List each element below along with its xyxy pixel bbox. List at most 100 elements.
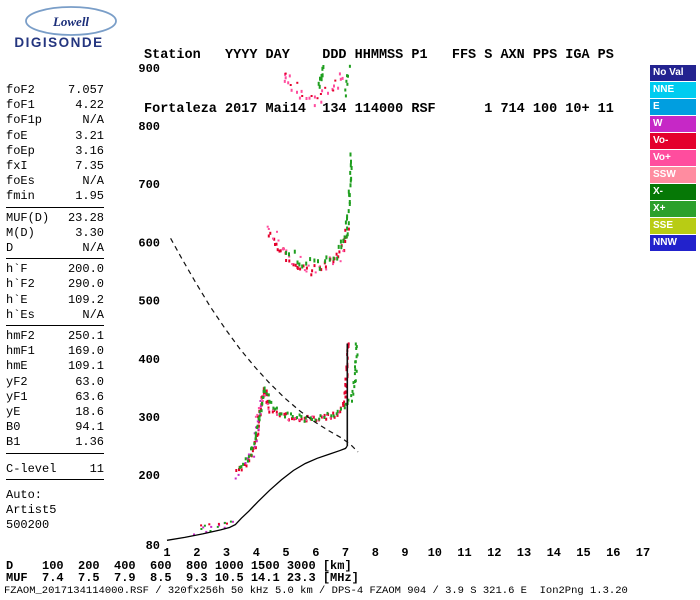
series-f-trace-magenta <box>234 400 262 480</box>
file-info-line: FZAOM_2017134114000.RSF / 320fx256h 50 k… <box>4 585 628 597</box>
svg-text:900: 900 <box>138 62 160 76</box>
series-third-hop-red <box>284 72 337 100</box>
parameter-value: 250.1 <box>67 329 104 344</box>
parameter-label: yE <box>6 405 21 420</box>
svg-text:10: 10 <box>428 546 442 560</box>
parameter-label: h`Es <box>6 307 35 322</box>
parameter-value: 109.1 <box>67 359 104 374</box>
parameter-value: 1.36 <box>75 435 104 450</box>
svg-text:6: 6 <box>312 546 319 560</box>
parameter-label: D <box>6 241 14 256</box>
parameter-row-ye: yE 18.6 <box>6 405 104 420</box>
x-axis-tick-labels: 1 2 3 4 5 6 7 8 9 10 11 12 13 14 15 16 17 <box>163 546 650 560</box>
legend-item-x-: X- <box>650 184 696 200</box>
series-x-trace-green <box>238 342 359 470</box>
transmission-curve <box>170 238 359 453</box>
legend-label: NNW <box>653 237 677 248</box>
parameter-value: 200.0 <box>67 262 104 277</box>
svg-text:11: 11 <box>457 546 471 560</box>
logo-product-text: DIGISONDE <box>14 35 103 50</box>
svg-text:600: 600 <box>138 236 160 250</box>
legend-label: Vo+ <box>653 152 671 163</box>
svg-text:7: 7 <box>342 546 349 560</box>
parameter-row-hme: hmE 109.1 <box>6 359 104 374</box>
parameter-label: foF2 <box>6 83 35 97</box>
parameter-value: N/A <box>82 113 104 128</box>
parameter-label: hmF1 <box>6 344 35 359</box>
parameter-value: 3.16 <box>75 143 104 158</box>
svg-text:13: 13 <box>517 546 531 560</box>
parameter-row-he: h`E 109.2 <box>6 293 104 308</box>
parameter-row-mufd: MUF(D) 23.28 <box>6 211 104 226</box>
legend-item-x+: X+ <box>650 201 696 217</box>
y-axis-tick-labels: 80 200 300 400 500 600 700 800 900 <box>138 62 160 553</box>
legend-label: X- <box>653 186 663 197</box>
legend-item-w: W <box>650 116 696 132</box>
parameter-group: foF2 7.057 foF1 4.22 foF1p N/A foE 3.21 foEp 3.16… <box>6 83 104 208</box>
svg-text:400: 400 <box>138 353 160 367</box>
header-values: Fortaleza 2017 Mai14 134 114000 RSF 1 71… <box>144 102 614 117</box>
svg-text:2: 2 <box>193 546 200 560</box>
parameter-value: 18.6 <box>75 405 104 420</box>
parameter-value: 169.0 <box>67 344 104 359</box>
parameter-value: 23.28 <box>67 210 104 225</box>
parameter-label: foEs <box>6 174 35 189</box>
parameter-value: 109.2 <box>67 292 104 307</box>
legend-item-e: E <box>650 99 696 115</box>
parameter-label: B1 <box>6 435 21 450</box>
distance-row: D 100 200 400 600 800 1000 1500 3000 [km… <box>6 559 352 573</box>
parameter-value: N/A <box>82 174 104 189</box>
parameter-value: 3.21 <box>75 128 104 143</box>
parameter-row-foe: foE 3.21 <box>6 129 104 144</box>
series-third-hop-green-streak <box>317 65 325 89</box>
legend-item-ssw: SSW <box>650 167 696 183</box>
parameter-value: 63.6 <box>75 389 104 404</box>
true-height-profile <box>166 445 348 541</box>
parameter-value: 4.22 <box>75 98 104 113</box>
parameter-label: yF1 <box>6 389 28 404</box>
logo-graphic: Lowell DIGISONDE <box>14 6 117 50</box>
parameter-row-b1: B1 1.36 <box>6 435 104 450</box>
svg-text:200: 200 <box>138 469 160 483</box>
svg-text:700: 700 <box>138 178 160 192</box>
parameter-row-fof1: foF1 4.22 <box>6 98 104 113</box>
header-column-titles: Station YYYY DAY DDD HHMMSS P1 FFS S AXN… <box>144 48 614 63</box>
parameter-label: foF1 <box>6 98 35 113</box>
parameter-row-foes: foEs N/A <box>6 174 104 189</box>
parameter-row-foep: foEp 3.16 <box>6 144 104 159</box>
legend-item-noval: No Val <box>650 65 696 81</box>
parameter-group: C-level 11 <box>6 462 104 480</box>
parameter-value: 11 <box>89 461 104 476</box>
parameter-label: h`F <box>6 262 28 277</box>
svg-text:80: 80 <box>146 539 160 553</box>
legend-item-nnw: NNW <box>650 235 696 251</box>
logo-brand-text: Lowell <box>52 14 89 29</box>
legend-label: Vo- <box>653 135 669 146</box>
parameter-value: 3.30 <box>75 225 104 240</box>
svg-text:15: 15 <box>576 546 590 560</box>
parameter-label: hmF2 <box>6 329 35 344</box>
parameter-label: C-level <box>6 461 57 476</box>
svg-text:8: 8 <box>372 546 379 560</box>
parameter-value: N/A <box>82 307 104 322</box>
parameter-row-hf2: h`F2 290.0 <box>6 277 104 292</box>
legend-label: E <box>653 101 660 112</box>
parameter-label: MUF(D) <box>6 210 50 225</box>
parameter-row-fxi: fxI 7.35 <box>6 159 104 174</box>
svg-text:12: 12 <box>487 546 501 560</box>
legend-item-vo-: Vo- <box>650 133 696 149</box>
svg-text:17: 17 <box>636 546 650 560</box>
parameter-row-md: M(D) 3.30 <box>6 226 104 241</box>
parameter-value: 7.057 <box>67 83 104 97</box>
parameter-value: 290.0 <box>67 277 104 292</box>
legend-label: SSE <box>653 220 674 231</box>
measurement-header: Station YYYY DAY DDD HHMMSS P1 FFS S AXN… <box>144 11 614 155</box>
parameter-row-yf1: yF1 63.6 <box>6 390 104 405</box>
legend-label: No Val <box>653 67 684 78</box>
series-third-hop-pink <box>283 72 344 108</box>
parameter-value: N/A <box>82 241 104 256</box>
logo-ellipse <box>25 6 117 36</box>
parameter-label: yF2 <box>6 374 28 389</box>
